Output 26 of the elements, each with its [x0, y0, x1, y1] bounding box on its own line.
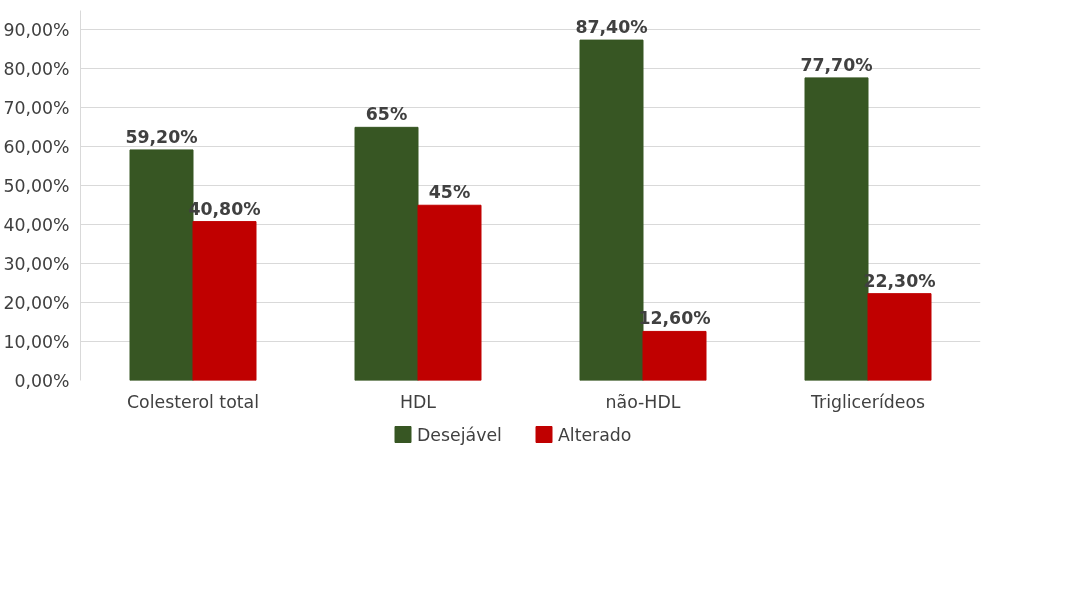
y-tick-label: 30,00% — [3, 253, 70, 274]
y-tick-label: 60,00% — [3, 136, 70, 157]
bar — [192, 221, 257, 381]
y-tick-label: 0,00% — [14, 370, 70, 391]
data-label: 87,40% — [575, 17, 648, 38]
data-label: 77,70% — [800, 54, 873, 75]
y-tick-label: 70,00% — [3, 97, 70, 118]
data-label: 59,20% — [125, 126, 198, 147]
y-tick-label: 20,00% — [3, 292, 70, 313]
y-tick-label: 90,00% — [3, 19, 70, 40]
y-tick-label: 50,00% — [3, 175, 70, 196]
x-tick-label: Colesterol total — [127, 391, 259, 412]
bar — [417, 204, 482, 381]
bar — [867, 293, 932, 381]
data-label: 45% — [428, 182, 471, 203]
bar — [642, 330, 707, 381]
data-label: 65% — [365, 104, 408, 125]
x-tick-label: não-HDL — [605, 391, 681, 412]
y-tick-label: 10,00% — [3, 331, 70, 352]
x-tick-label: Triglicerídeos — [809, 391, 926, 412]
y-tick-label: 80,00% — [3, 58, 70, 79]
bar — [354, 126, 419, 381]
x-tick-label: HDL — [399, 391, 437, 412]
legend-label: Desejável — [417, 424, 502, 445]
y-tick-label: 40,00% — [3, 214, 70, 235]
legend-label: Alterado — [558, 424, 632, 445]
